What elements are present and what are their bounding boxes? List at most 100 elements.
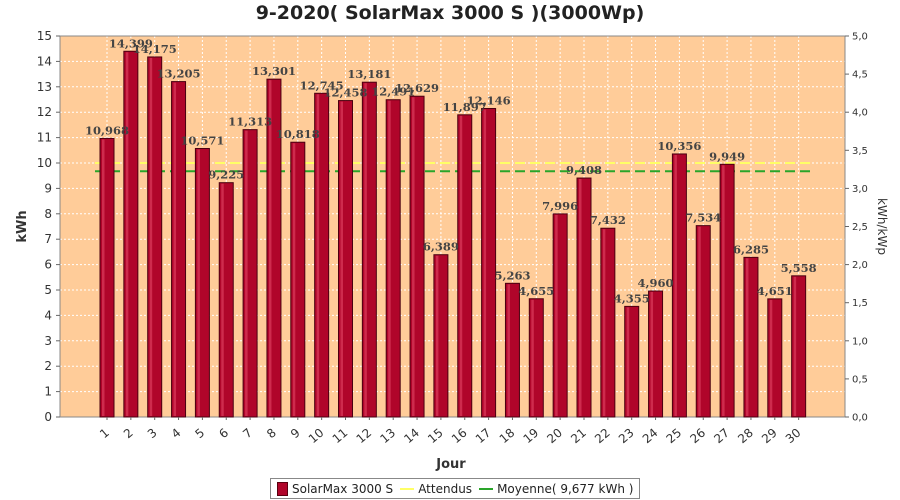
y-tick-label: 13: [37, 80, 52, 94]
y-tick-label: 15: [37, 29, 52, 43]
x-tick-label: 2: [121, 426, 136, 442]
x-tick-label: 10: [306, 426, 327, 447]
data-label: 4,655: [518, 284, 554, 298]
y-tick-label: 8: [44, 207, 52, 221]
y2-tick-label: 1,0: [852, 336, 868, 347]
bar-highlight: [197, 149, 200, 417]
bar-highlight: [722, 165, 725, 416]
data-label: 10,571: [180, 133, 224, 147]
data-label: 11,313: [228, 115, 272, 129]
bar-highlight: [245, 130, 248, 417]
data-label: 10,818: [276, 127, 320, 141]
x-tick-label: 24: [640, 426, 661, 447]
legend-swatch-moyenne: [479, 487, 494, 490]
x-tick-label: 14: [401, 426, 422, 447]
y2-tick-label: 4,0: [852, 108, 868, 119]
x-tick-label: 3: [145, 426, 160, 442]
legend-item-solarmax: SolarMax 3000 S: [277, 481, 394, 496]
bar-highlight: [435, 255, 439, 416]
bar-highlight: [316, 94, 320, 416]
bar-highlight: [769, 299, 773, 416]
data-label: 9,225: [208, 168, 244, 182]
data-label: 6,389: [423, 240, 459, 254]
x-tick-label: 1: [97, 426, 112, 442]
legend-label-solarmax: SolarMax 3000 S: [292, 481, 394, 496]
x-tick-label: 7: [240, 426, 255, 442]
x-tick-label: 21: [568, 426, 589, 447]
x-tick-label: 19: [521, 426, 542, 447]
x-tick-label: 11: [330, 426, 351, 447]
data-label: 11,897: [443, 100, 487, 114]
bar-highlight: [650, 292, 654, 416]
legend-item-moyenne: Moyenne( 9,677 kWh ): [479, 482, 633, 496]
data-label: 13,301: [252, 64, 296, 78]
data-label: 7,996: [542, 199, 578, 213]
y-axis-label: kWh: [15, 210, 30, 242]
data-label: 14,175: [133, 42, 177, 56]
bar-highlight: [555, 214, 558, 416]
data-label: 6,285: [733, 242, 769, 256]
data-label: 10,356: [657, 139, 701, 153]
bar-highlight: [388, 100, 391, 416]
data-label: 9,949: [709, 149, 745, 163]
bar-highlight: [459, 115, 463, 417]
data-label: 14,399: [109, 36, 153, 50]
data-label: 5,263: [494, 268, 530, 282]
y2-tick-label: 0,5: [852, 374, 868, 385]
x-tick-label: 22: [592, 426, 613, 447]
y2-tick-label: 3,0: [852, 184, 868, 195]
legend-swatch-attendus: [400, 487, 415, 490]
data-label: 7,432: [590, 213, 626, 227]
data-label: 4,651: [757, 284, 793, 298]
bar-highlight: [221, 183, 224, 416]
legend-item-attendus: Attendus: [400, 482, 472, 496]
data-label: 12,458: [323, 86, 367, 100]
y-tick-label: 6: [44, 258, 52, 272]
plot-area: [60, 36, 845, 417]
bar-highlight: [412, 97, 415, 417]
data-label: 4,960: [638, 276, 674, 290]
data-label: 12,491: [371, 85, 415, 99]
data-label: 5,558: [781, 261, 817, 275]
y-tick-label: 7: [44, 232, 52, 246]
bar-highlight: [149, 57, 153, 417]
x-tick-label: 26: [687, 426, 708, 447]
bar-highlight: [793, 276, 797, 416]
x-tick-label: 4: [169, 426, 184, 442]
bar-highlight: [507, 284, 510, 416]
x-tick-label: 6: [216, 426, 231, 442]
legend: SolarMax 3000 S Attendus Moyenne( 9,677 …: [270, 478, 641, 499]
x-tick-label: 9: [288, 426, 303, 442]
y2-tick-label: 0,0: [852, 413, 868, 424]
data-label: 4,355: [614, 291, 650, 305]
legend-swatch-bar: [277, 481, 288, 496]
y-tick-label: 12: [37, 105, 52, 119]
x-tick-label: 17: [473, 426, 494, 447]
bar-highlight: [364, 83, 367, 416]
y-tick-label: 9: [44, 181, 52, 195]
y2-axis-label: kWh/kWp: [875, 198, 889, 255]
y-tick-label: 2: [44, 359, 52, 373]
x-tick-label: 8: [264, 426, 279, 442]
legend-label-moyenne: Moyenne( 9,677 kWh ): [497, 481, 634, 496]
bar-highlight: [102, 139, 105, 417]
bar-highlight: [268, 80, 272, 416]
y-tick-label: 10: [37, 156, 52, 170]
bar-highlight: [125, 52, 129, 416]
x-tick-label: 27: [711, 426, 732, 447]
legend-label-attendus: Attendus: [418, 481, 473, 496]
y-tick-label: 14: [37, 54, 52, 68]
y-tick-label: 3: [44, 334, 52, 348]
bar-chart: 01234567891011121314150,00,51,01,52,02,5…: [15, 29, 889, 472]
x-tick-label: 25: [664, 426, 685, 447]
x-tick-label: 13: [377, 426, 398, 447]
data-label: 10,968: [85, 123, 129, 137]
y2-tick-label: 2,0: [852, 260, 868, 271]
bar-highlight: [292, 143, 296, 417]
x-tick-label: 18: [497, 426, 518, 447]
x-tick-label: 23: [616, 426, 637, 447]
y-tick-label: 4: [44, 308, 52, 322]
y2-tick-label: 2,5: [852, 222, 868, 233]
x-tick-label: 5: [192, 426, 207, 442]
y2-tick-label: 4,5: [852, 70, 868, 81]
